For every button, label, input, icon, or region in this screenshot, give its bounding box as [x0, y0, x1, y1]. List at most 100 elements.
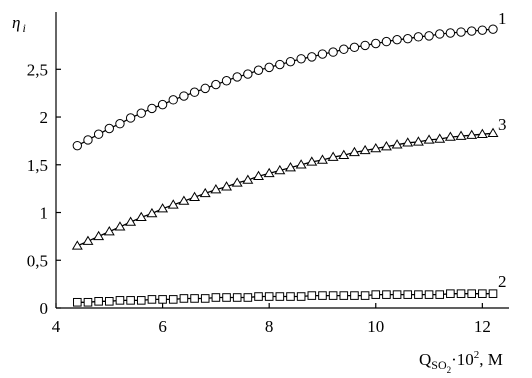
data-point-2 — [126, 296, 135, 305]
series-layer — [71, 24, 499, 307]
data-point-1 — [381, 36, 392, 47]
data-point-3 — [125, 216, 137, 226]
data-point-1 — [296, 54, 306, 64]
data-point-3 — [221, 181, 233, 191]
data-point-2 — [83, 297, 93, 307]
data-point-1 — [125, 113, 136, 123]
data-point-2 — [392, 290, 402, 299]
data-point-2 — [147, 295, 157, 304]
data-point-2 — [200, 294, 210, 303]
x-tick-label: 6 — [158, 317, 167, 336]
series-line-1 — [76, 28, 494, 147]
data-point-3 — [189, 191, 201, 201]
data-point-2 — [488, 289, 498, 298]
data-point-3 — [412, 136, 424, 146]
y-tick-label: 1,5 — [27, 156, 48, 175]
data-point-3 — [391, 139, 403, 149]
data-point-1 — [285, 56, 296, 67]
data-point-1 — [157, 99, 168, 110]
data-point-1 — [371, 38, 381, 49]
data-point-2 — [158, 295, 167, 304]
data-point-1 — [307, 52, 317, 62]
data-point-1 — [339, 44, 349, 54]
data-point-1 — [168, 95, 178, 105]
data-point-2 — [136, 296, 146, 305]
data-point-2 — [339, 291, 349, 300]
data-point-3 — [316, 154, 328, 164]
series-label-3: 3 — [498, 115, 507, 134]
data-point-1 — [189, 87, 200, 97]
data-point-2 — [467, 289, 476, 298]
data-point-2 — [435, 290, 445, 299]
data-point-2 — [456, 289, 466, 298]
data-point-2 — [371, 290, 381, 299]
data-point-3 — [135, 211, 147, 222]
data-point-1 — [360, 40, 370, 51]
data-point-1 — [179, 91, 189, 101]
series-line-2 — [77, 293, 493, 303]
data-point-1 — [275, 59, 285, 70]
data-point-2 — [328, 291, 338, 300]
y-ticks: 0 0,5 1 1,5 2 2,5 — [27, 60, 61, 318]
data-point-1 — [317, 49, 328, 59]
data-point-3 — [476, 128, 488, 138]
data-point-2 — [286, 292, 295, 301]
data-point-2 — [211, 293, 221, 302]
data-point-1 — [488, 24, 498, 34]
data-point-2 — [264, 292, 274, 301]
data-point-3 — [274, 164, 286, 175]
data-point-2 — [254, 292, 263, 301]
data-point-1 — [435, 29, 445, 39]
data-point-2 — [307, 291, 317, 300]
data-point-1 — [445, 28, 456, 38]
data-point-3 — [359, 144, 371, 155]
data-point-1 — [104, 123, 114, 134]
data-point-3 — [199, 187, 211, 198]
data-point-1 — [136, 108, 146, 118]
data-point-1 — [253, 65, 264, 75]
x-tick-label: 12 — [474, 317, 491, 336]
data-point-2 — [115, 296, 125, 305]
data-point-3 — [487, 127, 499, 137]
data-point-1 — [392, 34, 402, 45]
data-point-1 — [328, 47, 338, 57]
y-tick-label: 0 — [40, 299, 49, 318]
series-3 — [71, 127, 499, 250]
data-point-2 — [275, 292, 285, 301]
data-point-3 — [295, 159, 307, 169]
data-point-3 — [444, 131, 456, 141]
data-point-2 — [243, 293, 253, 302]
data-point-2 — [382, 290, 391, 299]
data-point-3 — [82, 235, 94, 245]
data-point-2 — [414, 290, 423, 299]
data-point-3 — [114, 221, 126, 231]
series-1 — [72, 24, 498, 151]
data-point-3 — [93, 230, 105, 241]
data-point-3 — [402, 137, 414, 147]
data-point-1 — [413, 32, 424, 42]
data-point-1 — [477, 25, 488, 35]
y-tick-label: 2 — [40, 108, 49, 127]
data-point-1 — [264, 62, 274, 73]
data-point-1 — [211, 79, 221, 90]
y-tick-label: 0,5 — [27, 251, 48, 270]
data-point-1 — [424, 31, 434, 41]
data-point-3 — [455, 130, 467, 140]
data-point-3 — [253, 170, 264, 180]
data-point-3 — [423, 134, 435, 144]
data-point-3 — [146, 207, 158, 218]
x-tick-label: 8 — [265, 317, 274, 336]
data-point-3 — [327, 151, 339, 161]
data-point-3 — [348, 146, 360, 157]
data-point-1 — [115, 119, 125, 129]
data-point-3 — [338, 149, 350, 159]
y-tick-label: 1 — [40, 204, 49, 223]
data-point-3 — [466, 129, 478, 139]
data-point-3 — [370, 142, 382, 153]
data-point-3 — [306, 156, 318, 166]
data-point-1 — [349, 42, 360, 53]
data-point-2 — [232, 293, 242, 302]
data-point-1 — [243, 69, 253, 79]
